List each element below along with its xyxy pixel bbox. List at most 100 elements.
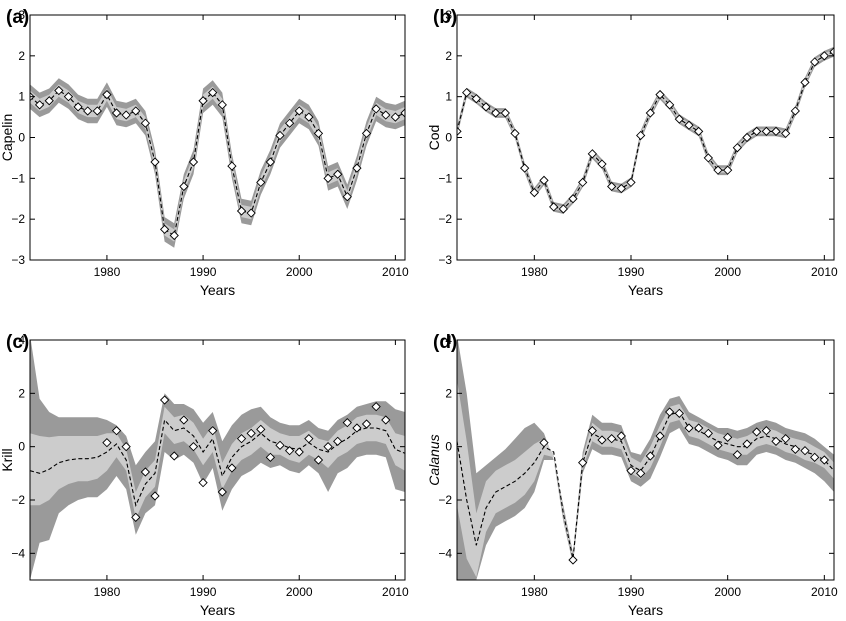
data-point-1996 bbox=[256, 424, 266, 434]
data-point-2005 bbox=[342, 192, 352, 202]
data-point-2004 bbox=[761, 126, 771, 137]
panel-label: (a) bbox=[6, 7, 29, 28]
data-point-2002 bbox=[313, 455, 324, 465]
data-point-1991 bbox=[208, 87, 218, 98]
data-point-1993 bbox=[227, 463, 237, 473]
plot-frame bbox=[29, 14, 406, 261]
data-point-1984 bbox=[568, 555, 578, 565]
data-point-1989 bbox=[188, 157, 199, 167]
series-line bbox=[457, 51, 834, 210]
data-point-2003 bbox=[752, 126, 762, 137]
data-point-1980 bbox=[102, 438, 112, 448]
x-tick-label: 2000 bbox=[286, 585, 313, 599]
data-point-2006 bbox=[781, 128, 791, 139]
data-point-1996 bbox=[256, 177, 266, 188]
data-point-1973 bbox=[34, 100, 45, 110]
y-tick-label: 2 bbox=[445, 386, 452, 400]
panel-c: 1980 1990 2000 2010 4 2 0 −2 −4 Years Krill (c) bbox=[0, 332, 409, 618]
plot-area bbox=[457, 46, 834, 214]
x-tick-label: 1990 bbox=[618, 265, 645, 279]
data-point-1990 bbox=[626, 177, 636, 188]
data-point-1974 bbox=[44, 96, 54, 106]
data-point-1982 bbox=[121, 442, 131, 452]
data-point-1986 bbox=[587, 149, 597, 159]
x-tick-label: 1980 bbox=[521, 585, 548, 599]
data-point-2004 bbox=[333, 169, 343, 179]
confidence-band-inner bbox=[30, 84, 405, 242]
data-point-1998 bbox=[275, 440, 285, 450]
data-point-1998 bbox=[703, 153, 713, 163]
data-point-2007 bbox=[790, 106, 800, 116]
plot-area bbox=[457, 340, 834, 580]
y-axis-title: Krill bbox=[0, 448, 15, 471]
data-point-1981 bbox=[539, 175, 549, 186]
data-point-1999 bbox=[713, 440, 723, 450]
data-point-1986 bbox=[159, 395, 170, 405]
data-point-1974 bbox=[471, 94, 481, 104]
data-point-1986 bbox=[159, 224, 170, 235]
data-point-1978 bbox=[510, 128, 520, 139]
data-point-1994 bbox=[665, 100, 675, 110]
y-tick-label: 0 bbox=[445, 131, 452, 145]
y-axis-title: Cod bbox=[426, 125, 442, 151]
y-tick-label: −4 bbox=[438, 546, 452, 560]
data-point-2005 bbox=[771, 436, 781, 446]
data-point-1984 bbox=[568, 194, 578, 204]
data-point-1983 bbox=[558, 204, 568, 214]
y-tick-label: −2 bbox=[438, 493, 452, 507]
data-point-2004 bbox=[333, 436, 343, 446]
data-point-2000 bbox=[723, 165, 733, 175]
series-line bbox=[457, 411, 834, 559]
data-point-1988 bbox=[607, 434, 617, 444]
panel-label: (d) bbox=[433, 332, 457, 353]
data-point-2004 bbox=[761, 426, 771, 436]
data-point-1977 bbox=[500, 108, 510, 118]
data-point-1976 bbox=[63, 92, 74, 102]
data-point-1989 bbox=[616, 431, 626, 441]
y-tick-label: 0 bbox=[18, 440, 25, 454]
confidence-band-inner bbox=[457, 380, 834, 578]
x-tick-label: 1990 bbox=[190, 585, 217, 599]
data-point-1983 bbox=[131, 106, 141, 116]
x-tick-label: 1980 bbox=[521, 265, 548, 279]
data-point-2008 bbox=[800, 77, 810, 88]
data-point-1972 bbox=[457, 126, 462, 137]
data-point-1980 bbox=[102, 89, 112, 100]
data-point-2001 bbox=[304, 434, 314, 444]
data-point-1985 bbox=[578, 458, 588, 468]
data-point-1994 bbox=[665, 407, 675, 417]
data-point-1981 bbox=[111, 108, 122, 118]
data-point-1993 bbox=[655, 89, 665, 100]
data-point-1999 bbox=[713, 165, 723, 175]
series-line bbox=[30, 418, 405, 508]
y-tick-label: 3 bbox=[445, 8, 452, 22]
data-point-2008 bbox=[800, 446, 810, 456]
y-tick-label: −2 bbox=[438, 212, 452, 226]
data-point-2001 bbox=[304, 112, 314, 122]
data-point-2011 bbox=[829, 47, 834, 57]
y-tick-label: 3 bbox=[18, 8, 25, 22]
plot-frame bbox=[456, 339, 835, 581]
data-point-2010 bbox=[819, 51, 829, 61]
data-point-1984 bbox=[140, 118, 151, 128]
data-point-1999 bbox=[284, 446, 295, 456]
y-tick-label: 0 bbox=[18, 131, 25, 145]
data-point-2007 bbox=[790, 444, 800, 454]
y-tick-label: −3 bbox=[11, 253, 25, 267]
data-point-2003 bbox=[752, 427, 762, 437]
panel-label: (c) bbox=[6, 332, 29, 353]
data-point-2002 bbox=[742, 132, 752, 143]
data-point-2007 bbox=[361, 419, 372, 429]
data-point-1985 bbox=[150, 491, 160, 501]
x-axis-title: Years bbox=[628, 282, 663, 298]
data-point-2009 bbox=[381, 415, 391, 425]
data-point-1995 bbox=[246, 208, 256, 218]
x-tick-label: 1980 bbox=[94, 265, 121, 279]
plot-area bbox=[30, 340, 405, 580]
data-point-1987 bbox=[597, 159, 607, 169]
x-tick-label: 2010 bbox=[382, 585, 409, 599]
x-axis-title: Years bbox=[628, 602, 663, 618]
data-point-2000 bbox=[723, 432, 733, 442]
data-point-1991 bbox=[636, 130, 646, 141]
data-point-2009 bbox=[810, 452, 820, 462]
